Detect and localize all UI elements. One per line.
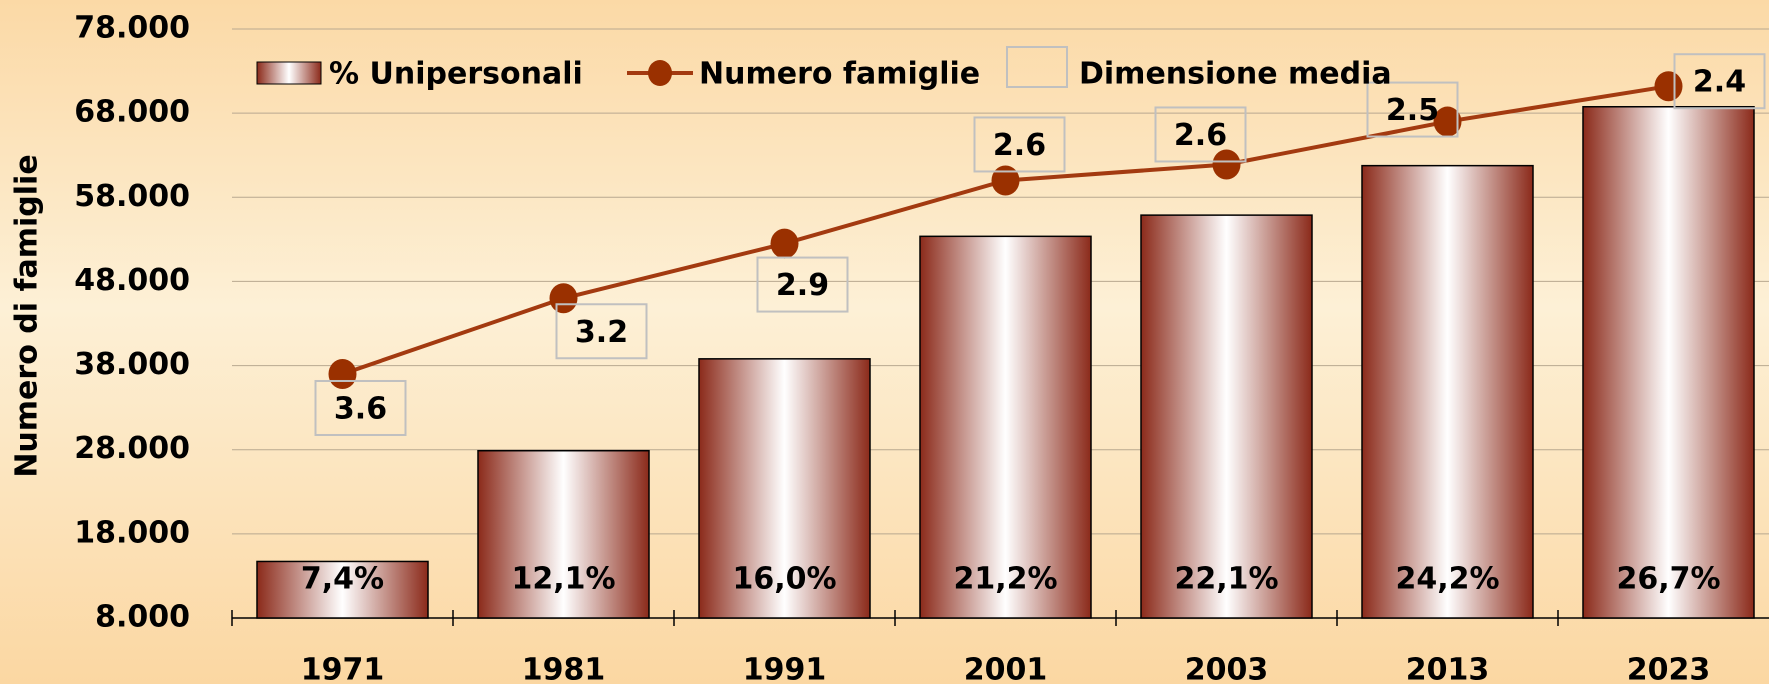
y-tick-label: 18.000 — [74, 515, 190, 550]
bar-value-label: 24,2% — [1395, 562, 1499, 597]
legend-label: Dimensione media — [1079, 57, 1392, 92]
line-marker — [1433, 106, 1462, 137]
y-tick-label: 38.000 — [74, 347, 190, 382]
label-box — [1366, 81, 1459, 138]
bar — [1361, 164, 1534, 619]
label-box — [1154, 106, 1247, 163]
x-tick-label: 1991 — [743, 653, 827, 684]
bar — [477, 449, 650, 619]
label-box — [756, 256, 849, 313]
y-tick-label: 28.000 — [74, 431, 190, 466]
label-box — [555, 303, 648, 360]
x-tick-label: 1971 — [301, 653, 385, 684]
line-marker — [991, 165, 1020, 196]
dimension-label: 3.6 — [334, 391, 387, 426]
dimension-label: 2.4 — [1693, 65, 1746, 100]
label-box — [314, 379, 407, 436]
x-tick-label: 2013 — [1406, 653, 1490, 684]
line-marker — [770, 228, 799, 259]
label-box — [1673, 53, 1766, 110]
bar — [919, 235, 1092, 619]
dimension-label: 2.6 — [993, 128, 1046, 163]
legend-label: % Unipersonali — [329, 57, 583, 92]
bar — [698, 358, 871, 619]
y-tick-label: 68.000 — [74, 95, 190, 130]
legend-swatch — [256, 61, 322, 85]
y-tick-label: 48.000 — [74, 263, 190, 298]
y-tick-label: 8.000 — [95, 600, 190, 635]
dimension-label: 2.6 — [1174, 118, 1227, 153]
y-tick-label: 78.000 — [74, 11, 190, 46]
line-marker — [1212, 149, 1241, 180]
legend-swatch — [648, 60, 672, 86]
legend-swatch — [1006, 46, 1068, 88]
bar — [1582, 105, 1755, 619]
bar-value-label: 22,1% — [1174, 562, 1278, 597]
line-marker — [549, 283, 578, 314]
legend-label: Numero famiglie — [699, 57, 980, 92]
x-tick-label: 2003 — [1185, 653, 1269, 684]
bar-value-label: 21,2% — [953, 562, 1057, 597]
bar-value-label: 16,0% — [732, 562, 836, 597]
label-box — [973, 116, 1066, 173]
x-tick-label: 2023 — [1627, 653, 1711, 684]
line-marker — [328, 358, 357, 389]
dimension-label: 2.9 — [776, 268, 829, 303]
dimension-label: 3.2 — [575, 315, 628, 350]
y-tick-label: 58.000 — [74, 179, 190, 214]
bar — [1140, 214, 1313, 619]
bar-value-label: 12,1% — [511, 562, 615, 597]
bar-value-label: 7,4% — [301, 562, 384, 597]
y-axis-label: Numero di famiglie — [10, 154, 45, 477]
line-marker — [1654, 71, 1683, 102]
x-tick-label: 2001 — [964, 653, 1048, 684]
bar-value-label: 26,7% — [1616, 562, 1720, 597]
dimension-label: 2.5 — [1386, 93, 1439, 128]
x-tick-label: 1981 — [522, 653, 606, 684]
bar — [256, 560, 429, 619]
